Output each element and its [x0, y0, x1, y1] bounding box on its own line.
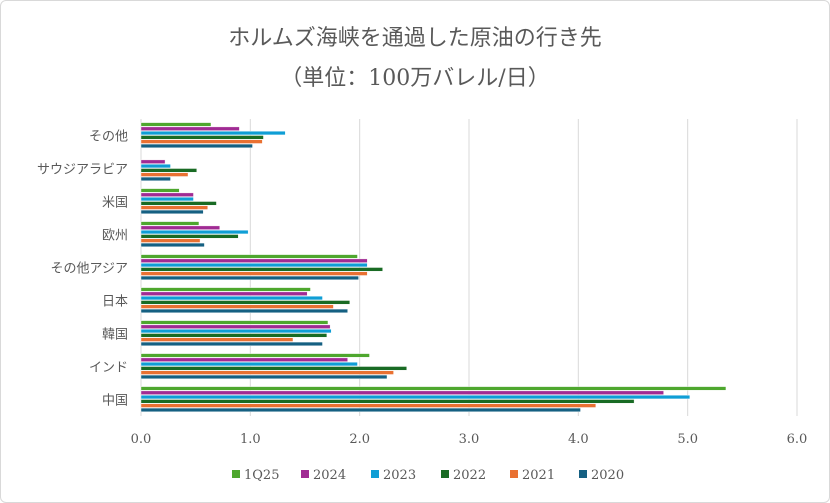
legend-swatch-2023 [371, 470, 379, 478]
bar-2021 [140, 172, 189, 177]
x-tick-label: 3.0 [459, 432, 480, 447]
bar-2024 [140, 324, 331, 329]
category-label: サウジアラビア [37, 163, 128, 178]
bar-2020 [140, 407, 581, 413]
bar-1Q25 [140, 254, 358, 259]
bar-2020 [140, 143, 253, 149]
legend-label-2022: 2022 [453, 468, 486, 483]
bar-2020 [140, 176, 171, 182]
bar-2022 [140, 234, 239, 239]
bar-2020 [140, 341, 323, 347]
bar-2024 [140, 258, 368, 263]
bar-2023 [140, 263, 368, 268]
bar-2020 [140, 308, 348, 314]
legend-swatch-2024 [301, 470, 309, 478]
bar-2024 [140, 159, 166, 164]
x-tick-label: 4.0 [568, 432, 589, 447]
category-label: その他アジア [51, 262, 128, 277]
legend-label-2023: 2023 [383, 468, 416, 483]
category-label: 韓国 [102, 328, 128, 343]
category-label: 米国 [102, 196, 128, 211]
legend-swatch-2021 [510, 470, 518, 478]
legend-swatch-2020 [579, 470, 587, 478]
x-tick-label: 5.0 [677, 432, 698, 447]
category-label: 中国 [102, 394, 128, 409]
bar-2021 [140, 205, 208, 210]
bar-2021 [140, 403, 597, 408]
bar-2023 [140, 329, 332, 334]
category-label: その他 [89, 130, 128, 145]
legend-swatch-2022 [441, 470, 449, 478]
legend-label-2024: 2024 [313, 468, 346, 483]
bar-2024 [140, 357, 348, 362]
bar-2023 [140, 229, 249, 235]
legend-label-1Q25: 1Q25 [244, 468, 279, 483]
bar-2020 [140, 209, 204, 215]
bar-2021 [140, 238, 201, 243]
bar-2021 [140, 337, 294, 342]
x-tick-label: 6.0 [787, 432, 808, 447]
bar-2023 [140, 362, 358, 367]
bar-2020 [140, 275, 359, 281]
bar-2021 [140, 139, 263, 144]
category-label: インド [89, 361, 128, 376]
category-label: 欧州 [102, 229, 128, 244]
bar-1Q25 [140, 122, 212, 127]
bar-2024 [140, 126, 240, 131]
bar-2022 [140, 135, 264, 140]
bar-2023 [140, 395, 691, 400]
bar-1Q25 [140, 386, 727, 391]
bar-2021 [140, 370, 394, 375]
bar-1Q25 [140, 353, 370, 358]
bar-1Q25 [140, 320, 329, 325]
x-tick-label: 0.0 [131, 432, 152, 447]
x-tick-label: 1.0 [240, 432, 261, 447]
bar-2023 [140, 196, 194, 202]
bar-2023 [140, 163, 171, 169]
bar-2023 [140, 130, 286, 136]
bar-2024 [140, 225, 220, 230]
bar-2021 [140, 304, 334, 309]
bar-2024 [140, 291, 308, 296]
chart-title: ホルムズ海峡を通過した原油の行き先 [228, 26, 602, 51]
bar-2023 [140, 296, 323, 301]
bar-1Q25 [140, 188, 180, 193]
bar-2024 [140, 192, 194, 197]
category-label: 日本 [102, 295, 128, 310]
bar-2022 [140, 366, 407, 371]
bar-2022 [140, 399, 635, 404]
x-tick-label: 2.0 [349, 432, 370, 447]
bar-2021 [140, 271, 368, 276]
bar-2022 [140, 300, 351, 305]
bar-1Q25 [140, 221, 200, 226]
bar-2020 [140, 374, 388, 380]
bar-2022 [140, 201, 217, 206]
legend-label-2020: 2020 [591, 468, 624, 483]
legend-swatch-1Q25 [232, 470, 240, 478]
legend-label-2021: 2021 [522, 468, 555, 483]
bar-2022 [140, 333, 328, 338]
bar-2022 [140, 267, 383, 272]
chart-subtitle: （単位：100万バレル/日） [280, 66, 550, 91]
bar-2020 [140, 242, 205, 248]
bar-2022 [140, 168, 197, 173]
bar-1Q25 [140, 287, 311, 292]
bar-2024 [140, 390, 664, 395]
